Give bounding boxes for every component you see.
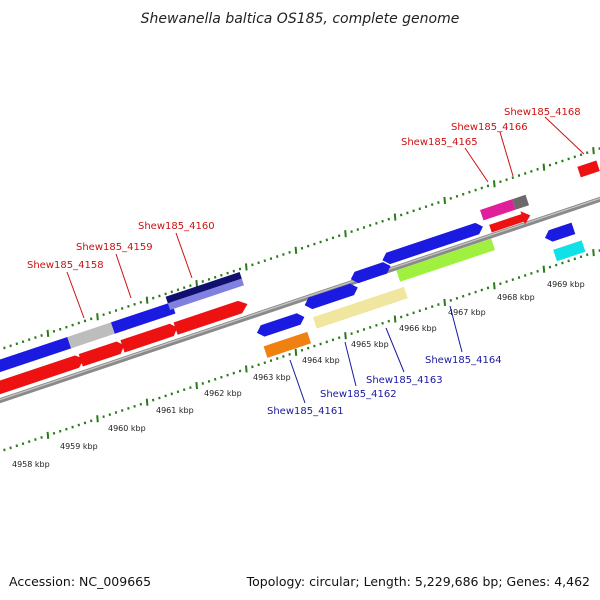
gene-block-upper-left-red: [0, 298, 250, 401]
gene-feature-blue-arrow[interactable]: [381, 221, 485, 266]
major-tick: [294, 246, 298, 254]
gene-feature-gray[interactable]: [67, 322, 115, 349]
gene-label-shew185-4161[interactable]: Shew185_4161: [267, 406, 344, 417]
major-tick: [96, 313, 99, 321]
major-tick: [592, 147, 595, 155]
major-tick: [245, 365, 248, 373]
major-tick: [245, 263, 248, 271]
major-tick: [294, 348, 298, 356]
major-tick: [393, 213, 397, 221]
gene-label-shew185-4165[interactable]: Shew185_4165: [401, 137, 478, 148]
genome-title: Shewanella baltica OS185, complete genom…: [141, 11, 460, 27]
backbone-line-highlight: [0, 197, 600, 401]
major-tick: [443, 298, 446, 307]
kbp-label: 4964 kbp: [302, 356, 340, 365]
major-tick: [393, 315, 397, 323]
gene-feature-blue-arrow[interactable]: [543, 222, 576, 244]
gene-label-shew185-4166[interactable]: Shew185_4166: [451, 122, 528, 133]
gene-label-shew185-4168[interactable]: Shew185_4168: [504, 107, 581, 118]
gene-feature-red-arrow[interactable]: [173, 298, 250, 335]
gene-feature-cyan[interactable]: [553, 240, 586, 262]
gene-feature-magenta[interactable]: [480, 199, 516, 221]
bottom-gene-labels: Shew185_4161 Shew185_4162 Shew185_4163 S…: [267, 305, 502, 417]
kbp-label: 4963 kbp: [253, 373, 291, 382]
genome-backbone: [0, 196, 600, 404]
gene-label-shew185-4158[interactable]: Shew185_4158: [27, 260, 104, 271]
accession-text: Accession: NC_009665: [9, 574, 151, 589]
major-tick: [46, 329, 50, 337]
major-tick: [493, 282, 496, 290]
leader-line: [544, 116, 585, 155]
gene-block-upper-left: [0, 271, 245, 379]
upper-tick-track: [3, 147, 600, 350]
kbp-label: 4962 kbp: [204, 389, 242, 398]
kbp-label: 4965 kbp: [351, 340, 389, 349]
gene-block-upper-right: [480, 160, 600, 236]
gene-feature-blue-arrow[interactable]: [255, 311, 306, 338]
major-tick: [443, 196, 446, 205]
gene-feature-red-arrow[interactable]: [120, 322, 179, 353]
leader-line: [385, 327, 405, 373]
top-gene-labels: Shew185_4158 Shew185_4159 Shew185_4160 S…: [27, 107, 585, 319]
kbp-label: 4958 kbp: [12, 460, 50, 469]
backbone-line-main: [0, 196, 600, 404]
major-tick: [344, 230, 347, 238]
major-tick: [46, 431, 50, 439]
leader-line: [344, 341, 357, 387]
gene-feature-red-arrow[interactable]: [78, 340, 127, 367]
leader-line: [449, 305, 463, 353]
major-tick: [145, 398, 149, 406]
gene-feature-darkgray[interactable]: [512, 194, 530, 210]
gene-feature-khaki[interactable]: [312, 286, 408, 329]
gene-label-shew185-4164[interactable]: Shew185_4164: [425, 355, 502, 366]
leader-line: [175, 232, 193, 279]
gene-label-shew185-4159[interactable]: Shew185_4159: [76, 242, 153, 253]
leader-line: [115, 253, 132, 299]
major-tick: [542, 163, 546, 171]
major-tick: [195, 381, 198, 390]
gene-feature-red[interactable]: [577, 160, 600, 178]
gene-feature-blue-arrow[interactable]: [349, 260, 393, 285]
major-tick: [195, 279, 198, 288]
gene-label-shew185-4163[interactable]: Shew185_4163: [366, 375, 443, 386]
kbp-label: 4969 kbp: [547, 280, 585, 289]
leader-line: [289, 359, 306, 404]
leader-line: [464, 147, 489, 183]
gene-features: [0, 160, 600, 401]
gene-feature-orange[interactable]: [263, 331, 312, 358]
kbp-label: 4961 kbp: [156, 406, 194, 415]
major-tick: [542, 265, 546, 273]
gene-feature-red-arrow[interactable]: [0, 353, 87, 401]
major-tick: [344, 332, 347, 340]
gene-feature-blue-arrow[interactable]: [303, 282, 360, 311]
kbp-labels: 4958 kbp 4959 kbp 4960 kbp 4961 kbp 4962…: [12, 280, 585, 469]
gene-block-lower: [255, 221, 495, 358]
lower-tick-track: [3, 249, 600, 452]
leader-line: [66, 271, 85, 319]
major-tick: [493, 180, 496, 188]
gene-block-lower-right: [543, 222, 586, 262]
major-tick: [145, 296, 149, 304]
kbp-label: 4967 kbp: [448, 308, 486, 317]
gene-feature-blue[interactable]: [0, 336, 72, 379]
kbp-label: 4959 kbp: [60, 442, 98, 451]
kbp-label: 4960 kbp: [108, 424, 146, 433]
gene-feature-navy[interactable]: [165, 271, 242, 304]
kbp-label: 4968 kbp: [497, 293, 535, 302]
gene-feature-lime[interactable]: [396, 238, 495, 282]
gene-feature-lavender[interactable]: [167, 278, 245, 310]
gene-label-shew185-4160[interactable]: Shew185_4160: [138, 221, 215, 232]
leader-line: [499, 131, 514, 177]
gene-feature-blue[interactable]: [110, 302, 176, 334]
gene-label-shew185-4162[interactable]: Shew185_4162: [320, 389, 397, 400]
major-tick: [592, 249, 595, 257]
kbp-label: 4966 kbp: [399, 324, 437, 333]
gene-feature-red-arrow[interactable]: [488, 209, 532, 236]
major-tick: [96, 415, 99, 423]
topology-text: Topology: circular; Length: 5,229,686 bp…: [246, 574, 590, 589]
